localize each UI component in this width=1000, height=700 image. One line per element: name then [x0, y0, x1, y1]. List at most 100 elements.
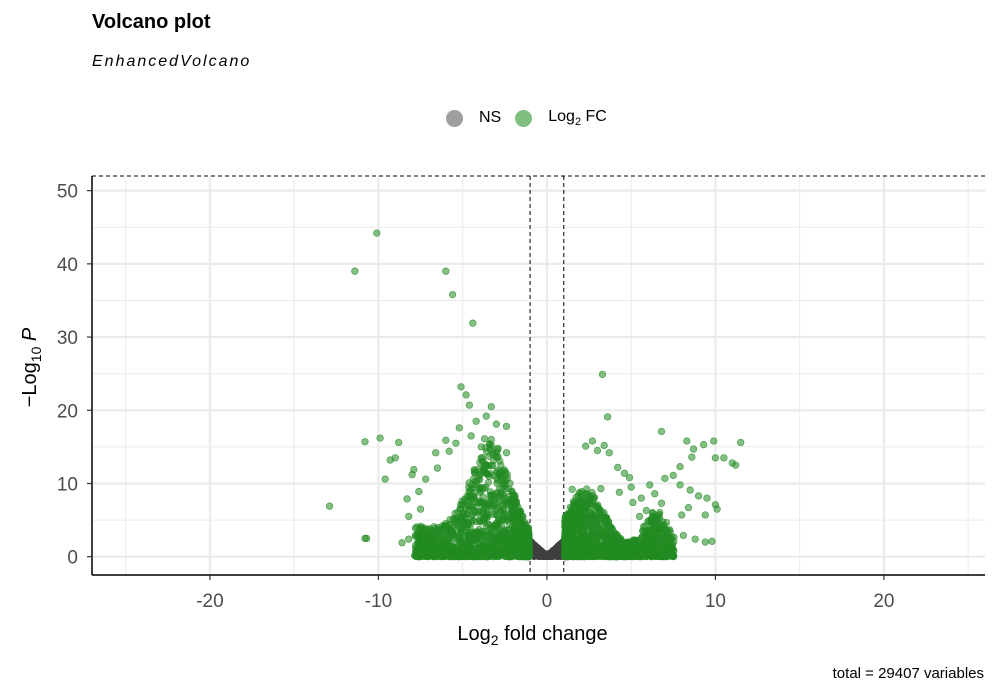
fc-point	[512, 549, 520, 557]
y-tick-label: 20	[57, 401, 78, 422]
fc-point	[499, 528, 507, 536]
fc-point	[473, 528, 481, 536]
fc-point	[598, 370, 607, 379]
fc-point	[594, 548, 602, 556]
ns-point	[550, 551, 558, 559]
fc-point	[627, 483, 635, 491]
fc-point	[593, 446, 602, 455]
fc-point	[452, 538, 460, 546]
y-tick-label: 10	[57, 474, 78, 495]
fc-point	[403, 495, 411, 503]
fc-point	[432, 449, 440, 457]
fc-point	[512, 498, 520, 506]
fc-point	[666, 535, 674, 543]
fc-point	[462, 391, 470, 399]
fc-point	[465, 401, 474, 409]
fc-point	[457, 383, 465, 391]
fc-point	[686, 486, 694, 494]
x-tick-label: -20	[196, 591, 223, 612]
fc-point	[478, 454, 486, 462]
fc-point	[567, 525, 576, 533]
fc-point	[600, 441, 608, 450]
fc-point	[494, 444, 502, 452]
x-tick-label: 20	[873, 591, 894, 612]
fc-point	[415, 487, 423, 496]
fc-point	[484, 478, 492, 487]
fc-point	[473, 543, 481, 552]
fc-point	[660, 552, 668, 561]
fc-point	[482, 412, 490, 420]
fc-point	[713, 505, 721, 513]
fc-point	[625, 473, 634, 482]
fc-point	[609, 540, 617, 548]
fc-point	[405, 512, 413, 521]
fc-point	[728, 459, 736, 467]
fc-point	[720, 454, 728, 462]
fc-point	[604, 518, 612, 526]
fc-point	[458, 552, 466, 561]
fc-point	[597, 484, 605, 493]
fc-point	[486, 548, 494, 556]
fc-point	[470, 492, 478, 501]
fc-point	[376, 434, 384, 442]
fc-point	[361, 534, 369, 543]
fc-point	[576, 506, 584, 514]
fc-point	[442, 267, 450, 275]
fc-point	[584, 538, 592, 547]
legend-item-fc: Log2 FC	[515, 108, 607, 128]
legend-ns-marker-icon	[446, 109, 463, 127]
fc-point	[466, 540, 475, 548]
fc-point	[652, 521, 660, 529]
fc-point	[657, 499, 666, 507]
fc-point	[463, 532, 471, 540]
fc-point	[480, 504, 488, 512]
fc-point	[512, 507, 521, 515]
fc-point	[462, 519, 470, 527]
fc-point	[594, 525, 602, 533]
fc-point	[516, 532, 524, 540]
y-tick-label: 50	[57, 182, 78, 203]
fc-point	[711, 454, 720, 462]
fc-point	[601, 552, 609, 560]
y-tick-label: 0	[67, 548, 78, 569]
fc-point	[483, 510, 491, 518]
fc-point	[325, 502, 334, 510]
fc-point	[418, 552, 426, 560]
y-axis-title: −Log10 P	[19, 327, 44, 407]
fc-point	[418, 525, 427, 533]
fc-point	[398, 539, 406, 547]
fc-point	[455, 424, 463, 432]
fc-point	[694, 492, 703, 500]
fc-point	[495, 550, 503, 559]
fc-point	[620, 545, 629, 553]
fc-point	[710, 437, 718, 445]
fc-point	[448, 552, 456, 560]
fc-point	[471, 481, 480, 489]
axis-labels: -20 -10 0 10 20 0 10 20 30 40 50 Log2 fold change −L…	[19, 182, 894, 648]
fc-point	[683, 437, 691, 445]
fc-point	[442, 436, 450, 444]
fc-point	[576, 546, 584, 554]
fc-point	[505, 538, 513, 547]
fc-point	[662, 518, 671, 527]
fc-point	[452, 514, 460, 522]
fc-point	[482, 527, 491, 535]
fc-point	[614, 463, 622, 472]
fc-point	[477, 443, 485, 451]
legend-fc-marker-icon	[515, 109, 533, 127]
fc-point	[708, 537, 716, 545]
fc-point	[605, 527, 613, 535]
fc-point	[471, 508, 480, 516]
fc-point	[411, 552, 419, 560]
fc-point	[603, 413, 612, 421]
ns-point	[536, 551, 544, 559]
fc-point	[480, 485, 488, 493]
fc-point	[569, 505, 577, 514]
fc-point	[484, 470, 492, 478]
caption: total = 29407 variables	[832, 665, 984, 682]
fc-point	[561, 537, 569, 545]
fc-point	[623, 538, 632, 546]
y-tick-label: 30	[57, 328, 78, 349]
fc-point	[499, 479, 507, 487]
x-tick-label: 10	[705, 591, 726, 612]
